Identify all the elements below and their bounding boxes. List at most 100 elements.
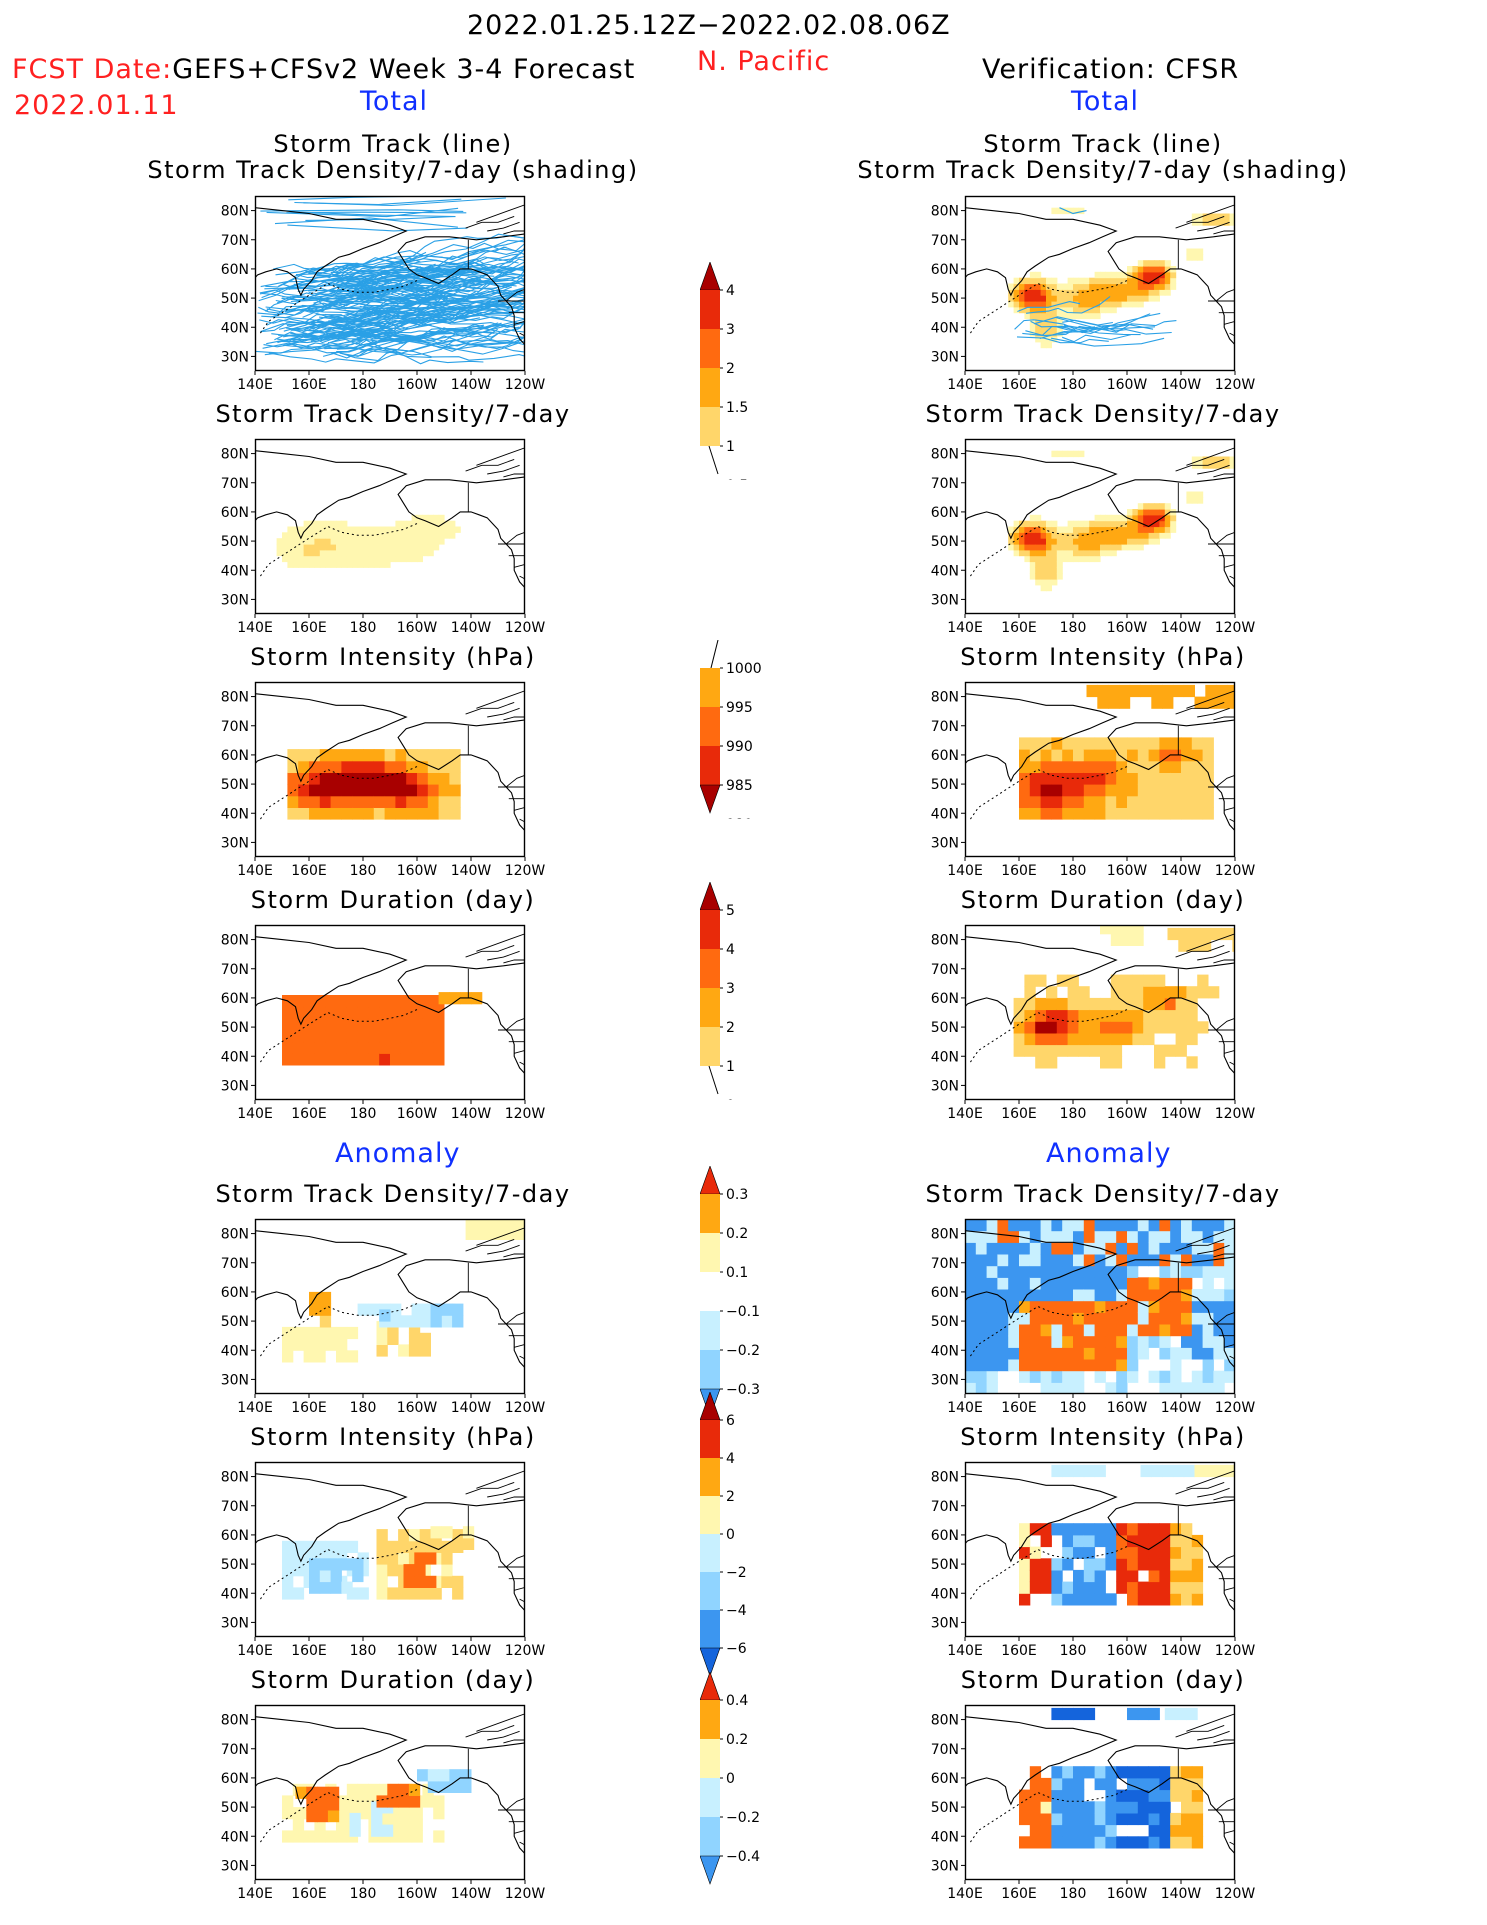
right-anomaly-label: Anomaly xyxy=(1046,1138,1172,1169)
lat-tick-label: 30N xyxy=(931,835,959,851)
colorbar-label: 0 xyxy=(726,1771,735,1787)
lat-tick-label: 40N xyxy=(931,1049,959,1065)
lat-tick-label: 30N xyxy=(221,1078,249,1094)
fcst-date-label: FCST Date: xyxy=(12,54,173,85)
lon-tick-label: 140E xyxy=(947,620,983,636)
lat-tick-label: 80N xyxy=(221,447,249,463)
lat-tick-label: 60N xyxy=(931,505,959,521)
lat-tick-label: 50N xyxy=(931,534,959,550)
colorbar-label: −2 xyxy=(726,1565,747,1581)
colorbar-label: −0.2 xyxy=(726,1810,760,1826)
lat-tick-label: 70N xyxy=(221,1256,249,1272)
colorbar-canvas: 0.3 0.2 0.1 −0.1 −0.2 −0.3 xyxy=(699,1165,760,1418)
map-left-intensity: 80N 70N 60N 50N 40N 30N 140E 160E 180 160W 140W 120… xyxy=(221,681,545,879)
lat-tick-label: 30N xyxy=(221,1858,249,1874)
lon-tick-label: 160E xyxy=(1001,377,1037,393)
colorbar-density-anom: 0.3 0.2 0.1 −0.1 −0.2 −0.3 xyxy=(699,1165,780,1427)
lat-tick-label: 80N xyxy=(931,447,959,463)
colorbar-label: 3 xyxy=(726,322,735,338)
lat-tick-label: 50N xyxy=(221,1020,249,1036)
colorbar-label: 990 xyxy=(726,739,753,755)
lon-tick-label: 140E xyxy=(237,1400,273,1416)
map-canvas: 80N 70N 60N 50N 40N 30N 140E 160E 180 160W 140W 120… xyxy=(221,438,545,636)
lon-tick-label: 180 xyxy=(1060,1886,1087,1902)
lon-tick-label: 140E xyxy=(237,1643,273,1659)
lat-tick-label: 50N xyxy=(931,1557,959,1573)
lon-tick-label: 140E xyxy=(947,1886,983,1902)
title-left-track-shading: Storm Track Density/7-day (shading) xyxy=(147,156,639,184)
lat-tick-label: 60N xyxy=(221,1285,249,1301)
map-right-density-anom: 80N 70N 60N 50N 40N 30N 140E 160E 180 160W 140W 120… xyxy=(931,1218,1255,1416)
map-left-density: 80N 70N 60N 50N 40N 30N 140E 160E 180 160W 140W 120… xyxy=(221,438,545,636)
title-left-density: Storm Track Density/7-day xyxy=(215,400,571,428)
map-canvas: 80N 70N 60N 50N 40N 30N 140E 160E 180 160W 140W 120… xyxy=(931,438,1255,636)
lon-tick-label: 180 xyxy=(1060,1106,1087,1122)
colorbar-intensity-total: 1000 995 990 985 980 xyxy=(699,639,780,833)
lat-tick-label: 70N xyxy=(221,719,249,735)
colorbar-label: −0.1 xyxy=(726,1304,760,1320)
map-right-intensity-anom: 80N 70N 60N 50N 40N 30N 140E 160E 180 160W 140W 120… xyxy=(931,1461,1255,1659)
lon-tick-label: 120W xyxy=(505,863,546,879)
lon-tick-label: 140W xyxy=(451,377,492,393)
lat-tick-label: 50N xyxy=(931,1800,959,1816)
lon-tick-label: 120W xyxy=(1215,620,1256,636)
colorbar-label: 985 xyxy=(726,778,753,794)
lat-tick-label: 80N xyxy=(931,933,959,949)
title-right-duration: Storm Duration (day) xyxy=(960,886,1246,914)
lon-tick-label: 160W xyxy=(1107,620,1148,636)
lat-tick-label: 60N xyxy=(221,1771,249,1787)
map-left-density-anom: 80N 70N 60N 50N 40N 30N 140E 160E 180 160W 140W 120… xyxy=(221,1218,545,1416)
lon-tick-label: 120W xyxy=(1215,1106,1256,1122)
lon-tick-label: 120W xyxy=(505,377,546,393)
map-canvas: 80N 70N 60N 50N 40N 30N 140E 160E 180 160W 140W 120… xyxy=(931,681,1255,879)
colorbar-intensity-anom: 6 4 2 0 −2 −4 −6 xyxy=(699,1391,780,1686)
lat-tick-label: 30N xyxy=(931,1615,959,1631)
lon-tick-label: 180 xyxy=(1060,620,1087,636)
colorbar-label: 2 xyxy=(726,1489,735,1505)
lat-tick-label: 40N xyxy=(221,1343,249,1359)
title-left-track-line: Storm Track (line) xyxy=(273,130,513,158)
lon-tick-label: 140W xyxy=(1161,1886,1202,1902)
colorbar-label: 1 xyxy=(726,1059,735,1075)
lon-tick-label: 120W xyxy=(505,1886,546,1902)
lon-tick-label: 140W xyxy=(1161,620,1202,636)
lon-tick-label: 160W xyxy=(397,1643,438,1659)
lon-tick-label: 140E xyxy=(237,1106,273,1122)
lon-tick-label: 140W xyxy=(1161,863,1202,879)
lat-tick-label: 30N xyxy=(931,349,959,365)
lon-tick-label: 180 xyxy=(350,1400,377,1416)
lat-tick-label: 30N xyxy=(221,1372,249,1388)
lon-tick-label: 160E xyxy=(1001,863,1037,879)
lat-tick-label: 80N xyxy=(221,933,249,949)
lat-tick-label: 70N xyxy=(221,1499,249,1515)
lon-tick-label: 160E xyxy=(291,1400,327,1416)
map-left-track: 80N 70N 60N 50N 40N 30N 140E 160E 180 160W 140W 120… xyxy=(221,195,545,393)
map-right-intensity: 80N 70N 60N 50N 40N 30N 140E 160E 180 160W 140W 120… xyxy=(931,681,1255,879)
lon-tick-label: 140W xyxy=(451,1106,492,1122)
colorbar-label: 1000 xyxy=(726,661,762,677)
lat-tick-label: 60N xyxy=(221,991,249,1007)
lon-tick-label: 140E xyxy=(237,377,273,393)
colorbar-label: 0.3 xyxy=(726,1187,748,1203)
map-canvas: 80N 70N 60N 50N 40N 30N 140E 160E 180 160W 140W 120… xyxy=(931,1704,1255,1902)
title-left-duration-anom: Storm Duration (day) xyxy=(250,1666,536,1694)
map-right-density: 80N 70N 60N 50N 40N 30N 140E 160E 180 160W 140W 120… xyxy=(931,438,1255,636)
lat-tick-label: 40N xyxy=(931,1343,959,1359)
lat-tick-label: 50N xyxy=(931,1020,959,1036)
lat-tick-label: 50N xyxy=(221,291,249,307)
lat-tick-label: 50N xyxy=(931,291,959,307)
title-left-duration: Storm Duration (day) xyxy=(250,886,536,914)
lat-tick-label: 70N xyxy=(221,962,249,978)
map-canvas: 80N 70N 60N 50N 40N 30N 140E 160E 180 160W 140W 120… xyxy=(931,924,1255,1122)
title-right-density: Storm Track Density/7-day xyxy=(925,400,1281,428)
map-canvas: 80N 70N 60N 50N 40N 30N 140E 160E 180 160W 140W 120… xyxy=(931,1461,1255,1659)
lat-tick-label: 60N xyxy=(221,262,249,278)
right-total-label: Total xyxy=(1071,86,1140,117)
lon-tick-label: 160W xyxy=(1107,1400,1148,1416)
lat-tick-label: 40N xyxy=(931,1586,959,1602)
lat-tick-label: 50N xyxy=(221,534,249,550)
lon-tick-label: 160E xyxy=(291,377,327,393)
lat-tick-label: 70N xyxy=(931,719,959,735)
lat-tick-label: 40N xyxy=(931,1829,959,1845)
lon-tick-label: 140E xyxy=(237,863,273,879)
